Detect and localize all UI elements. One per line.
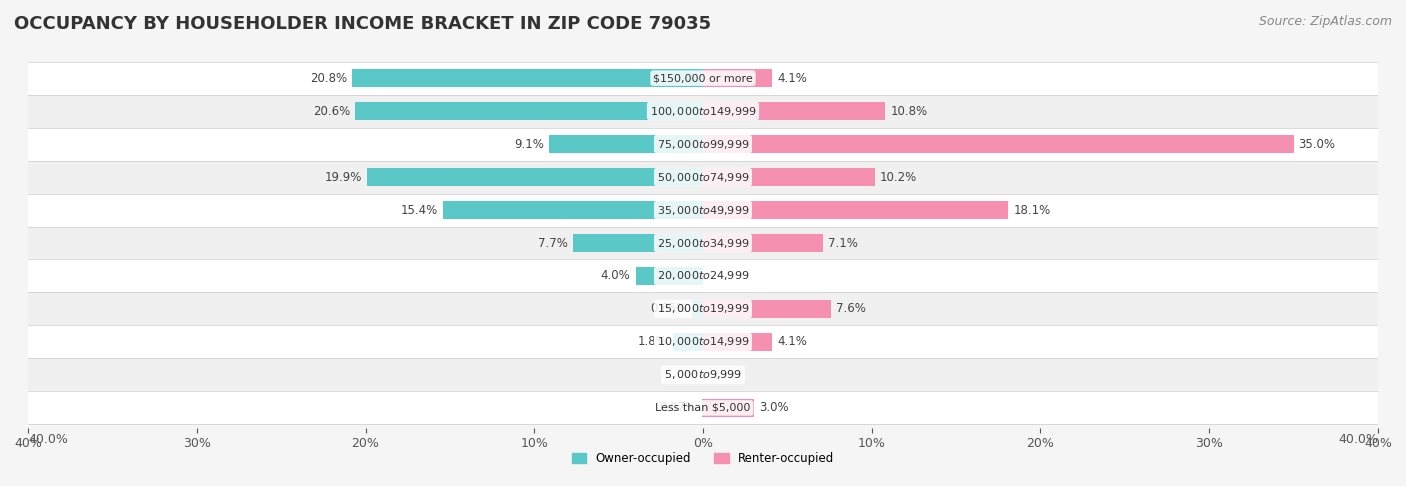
Text: 1.8%: 1.8% [638, 335, 668, 348]
Bar [703, 333, 772, 351]
Bar [356, 102, 703, 120]
Text: 0.07%: 0.07% [659, 401, 697, 415]
Bar [28, 160, 1378, 193]
Text: 10.8%: 10.8% [890, 104, 928, 118]
Bar [703, 135, 1294, 153]
Bar [703, 300, 831, 318]
Bar [703, 102, 886, 120]
Text: $15,000 to $19,999: $15,000 to $19,999 [657, 302, 749, 315]
Text: 7.1%: 7.1% [828, 237, 858, 249]
Text: 4.0%: 4.0% [600, 269, 630, 282]
Bar [367, 168, 703, 186]
Text: 10.2%: 10.2% [880, 171, 917, 184]
Bar [692, 300, 703, 318]
Bar [28, 95, 1378, 127]
Text: 40.0%: 40.0% [28, 433, 67, 446]
Text: 7.6%: 7.6% [837, 302, 866, 315]
Text: 35.0%: 35.0% [1299, 138, 1336, 151]
Text: 20.8%: 20.8% [309, 71, 347, 85]
Text: 15.4%: 15.4% [401, 204, 439, 217]
Text: 3.0%: 3.0% [759, 401, 789, 415]
Text: $100,000 to $149,999: $100,000 to $149,999 [650, 104, 756, 118]
Text: Source: ZipAtlas.com: Source: ZipAtlas.com [1258, 15, 1392, 28]
Bar [28, 359, 1378, 391]
Text: $10,000 to $14,999: $10,000 to $14,999 [657, 335, 749, 348]
Text: $150,000 or more: $150,000 or more [654, 73, 752, 83]
Bar [443, 201, 703, 219]
Bar [28, 226, 1378, 260]
Bar [352, 69, 703, 87]
Text: 7.7%: 7.7% [538, 237, 568, 249]
Bar [28, 326, 1378, 359]
Text: $20,000 to $24,999: $20,000 to $24,999 [657, 269, 749, 282]
Bar [574, 234, 703, 252]
Bar [28, 127, 1378, 160]
Text: 9.1%: 9.1% [515, 138, 544, 151]
Text: 40.0%: 40.0% [1339, 433, 1378, 446]
Bar [28, 62, 1378, 95]
Legend: Owner-occupied, Renter-occupied: Owner-occupied, Renter-occupied [567, 447, 839, 470]
Text: $75,000 to $99,999: $75,000 to $99,999 [657, 138, 749, 151]
Bar [28, 391, 1378, 424]
Bar [672, 333, 703, 351]
Bar [28, 260, 1378, 293]
Bar [703, 69, 772, 87]
Text: $5,000 to $9,999: $5,000 to $9,999 [664, 368, 742, 382]
Text: 0.65%: 0.65% [650, 302, 688, 315]
Bar [703, 399, 754, 417]
Text: 19.9%: 19.9% [325, 171, 363, 184]
Text: 4.1%: 4.1% [778, 71, 807, 85]
Bar [28, 293, 1378, 326]
Bar [550, 135, 703, 153]
Text: 20.6%: 20.6% [314, 104, 350, 118]
Text: OCCUPANCY BY HOUSEHOLDER INCOME BRACKET IN ZIP CODE 79035: OCCUPANCY BY HOUSEHOLDER INCOME BRACKET … [14, 15, 711, 33]
Text: Less than $5,000: Less than $5,000 [655, 403, 751, 413]
Bar [703, 201, 1008, 219]
Bar [636, 267, 703, 285]
Bar [703, 168, 875, 186]
Text: $50,000 to $74,999: $50,000 to $74,999 [657, 171, 749, 184]
Text: 18.1%: 18.1% [1014, 204, 1050, 217]
Bar [28, 193, 1378, 226]
Bar [703, 234, 823, 252]
Text: $35,000 to $49,999: $35,000 to $49,999 [657, 204, 749, 217]
Text: $25,000 to $34,999: $25,000 to $34,999 [657, 237, 749, 249]
Text: 4.1%: 4.1% [778, 335, 807, 348]
